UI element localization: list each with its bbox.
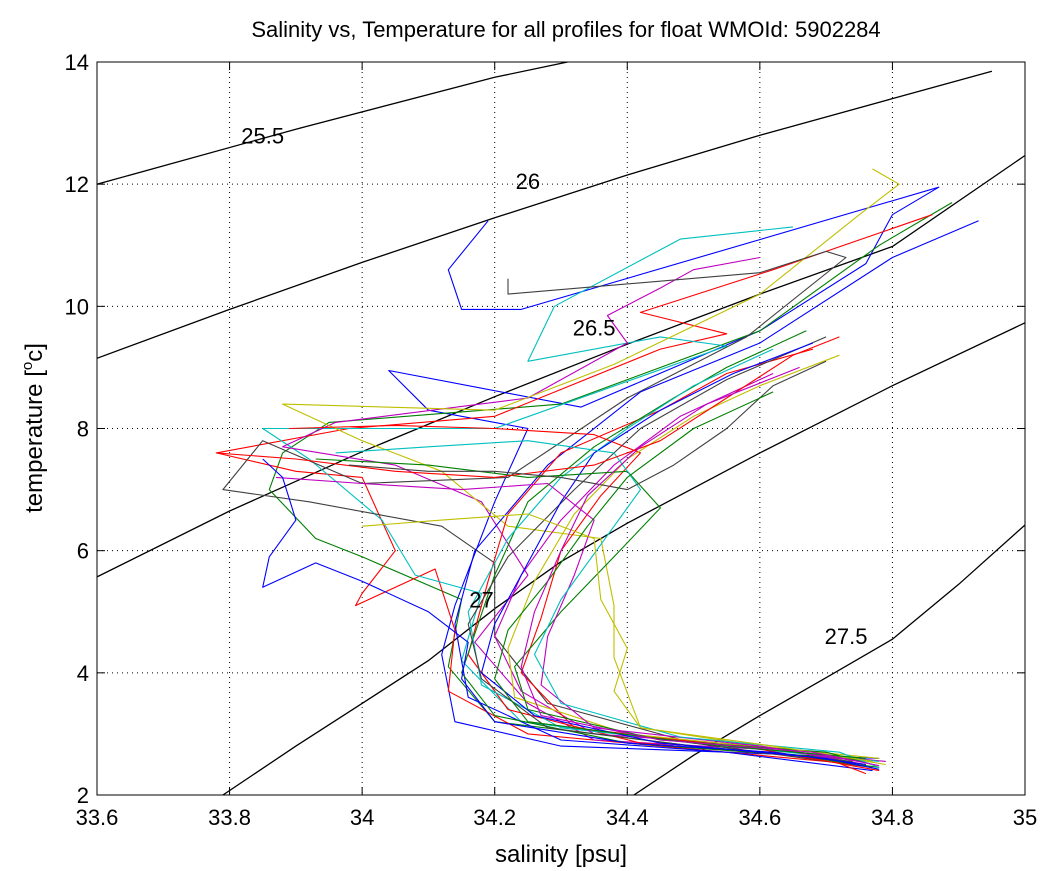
x-axis-label: salinity [psu] — [495, 841, 627, 868]
profile-lines — [215, 168, 979, 775]
profile-line — [520, 366, 880, 767]
isopycnal-label: 27 — [469, 588, 493, 613]
isopycnal-line — [633, 524, 1025, 795]
profile-line — [461, 330, 880, 769]
x-axis-ticks: 33.6 33.8 34 34.2 34.4 34.6 34.8 35 — [76, 62, 1037, 830]
chart-title: Salinity vs, Temperature for all profile… — [251, 17, 880, 42]
y-tick-label: 6 — [77, 539, 89, 564]
profile-line — [454, 220, 979, 772]
x-tick-label: 34.4 — [606, 805, 649, 830]
grid-lines — [97, 62, 1025, 795]
profile-line — [507, 354, 886, 766]
y-axis-label: temperature [oc] — [19, 343, 48, 513]
y-tick-label: 14 — [65, 50, 89, 75]
profile-line — [467, 336, 853, 762]
x-tick-label: 33.8 — [208, 805, 251, 830]
profile-line — [282, 168, 900, 759]
isopycnal-label: 27.5 — [825, 624, 868, 649]
profile-line — [335, 440, 880, 769]
isopycnal-label: 26 — [516, 169, 540, 194]
x-tick-label: 33.6 — [76, 805, 119, 830]
isopycnal-lines — [97, 62, 1025, 795]
profile-line — [275, 476, 860, 762]
profile-line — [262, 458, 866, 766]
x-tick-label: 34.2 — [473, 805, 516, 830]
x-tick-label: 34.8 — [871, 805, 914, 830]
profile-line — [216, 336, 840, 478]
profile-line — [388, 186, 940, 759]
isopycnal-label: 25.5 — [241, 123, 284, 148]
plot-area — [97, 62, 1025, 795]
y-tick-label: 10 — [65, 294, 89, 319]
y-axis-ticks: 2 4 6 8 10 12 14 — [65, 50, 1025, 808]
x-tick-label: 35 — [1013, 805, 1037, 830]
profile-line — [348, 360, 827, 491]
profile-line — [480, 342, 880, 770]
y-tick-label: 4 — [77, 661, 89, 686]
x-tick-label: 34.6 — [738, 805, 781, 830]
profile-line — [362, 513, 873, 762]
profile-line — [215, 214, 933, 766]
y-tick-label: 12 — [65, 172, 89, 197]
profile-line — [262, 226, 866, 759]
isopycnal-line — [97, 62, 568, 185]
isopycnal-line — [222, 322, 1025, 795]
y-tick-label: 8 — [77, 417, 89, 442]
x-tick-label: 34 — [350, 805, 374, 830]
isopycnal-label: 26.5 — [573, 316, 616, 341]
profile-line — [494, 391, 866, 759]
isopycnal-line — [97, 70, 993, 359]
isopycnal-labels: 25.5 26 26.5 27 27.5 — [241, 123, 867, 649]
y-tick-label: 2 — [77, 783, 89, 808]
